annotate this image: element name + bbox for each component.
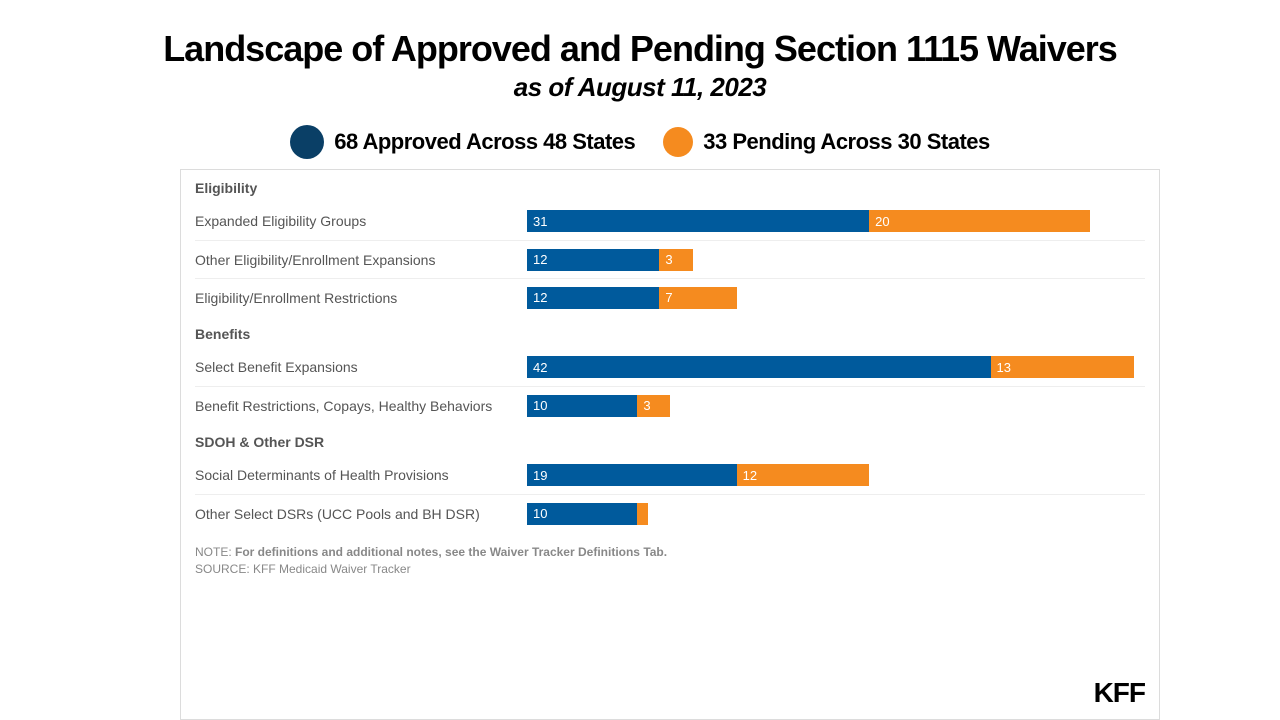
bar-segment-pending: 12 xyxy=(737,464,869,486)
row-label: Benefit Restrictions, Copays, Healthy Be… xyxy=(195,398,527,414)
bar-segment-approved: 31 xyxy=(527,210,869,232)
chart-row: Eligibility/Enrollment Restrictions127 xyxy=(195,278,1145,316)
brand-logo: KFF xyxy=(1094,677,1145,709)
bar-segment-approved: 12 xyxy=(527,287,659,309)
legend-dot-approved-icon xyxy=(290,125,324,159)
chart-row: Social Determinants of Health Provisions… xyxy=(195,456,1145,494)
bar-area: 4213 xyxy=(527,348,1145,386)
bar-area: 1912 xyxy=(527,456,1145,494)
chart-row: Other Select DSRs (UCC Pools and BH DSR)… xyxy=(195,494,1145,532)
bar-segment-approved: 19 xyxy=(527,464,737,486)
page-subtitle: as of August 11, 2023 xyxy=(0,72,1280,103)
group-header: Eligibility xyxy=(195,180,1145,196)
bar-area: 10 xyxy=(527,495,1145,532)
chart-panel: EligibilityExpanded Eligibility Groups31… xyxy=(180,169,1160,720)
bar-segment-pending: 3 xyxy=(637,395,670,417)
bar-area: 123 xyxy=(527,241,1145,278)
bar-segment-pending: 7 xyxy=(659,287,736,309)
bar-area: 103 xyxy=(527,387,1145,424)
row-label: Expanded Eligibility Groups xyxy=(195,213,527,229)
row-label: Social Determinants of Health Provisions xyxy=(195,467,527,483)
chart-row: Benefit Restrictions, Copays, Healthy Be… xyxy=(195,386,1145,424)
bar-segment-pending: 3 xyxy=(659,249,692,271)
bar-area: 127 xyxy=(527,279,1145,316)
legend-label-approved: 68 Approved Across 48 States xyxy=(334,129,635,155)
page-title: Landscape of Approved and Pending Sectio… xyxy=(0,28,1280,70)
chart-row: Select Benefit Expansions4213 xyxy=(195,348,1145,386)
footer-source: SOURCE: KFF Medicaid Waiver Tracker xyxy=(195,561,1145,578)
chart-row: Other Eligibility/Enrollment Expansions1… xyxy=(195,240,1145,278)
footer-note-prefix: NOTE: xyxy=(195,545,235,559)
chart-container: Landscape of Approved and Pending Sectio… xyxy=(0,0,1280,720)
chart-row: Expanded Eligibility Groups3120 xyxy=(195,202,1145,240)
legend: 68 Approved Across 48 States 33 Pending … xyxy=(0,125,1280,159)
row-label: Other Eligibility/Enrollment Expansions xyxy=(195,252,527,268)
legend-item-pending: 33 Pending Across 30 States xyxy=(663,127,989,157)
row-label: Eligibility/Enrollment Restrictions xyxy=(195,290,527,306)
bar-segment-approved: 10 xyxy=(527,395,637,417)
bar-segment-pending xyxy=(637,503,648,525)
bar-segment-approved: 10 xyxy=(527,503,637,525)
bar-segment-pending: 20 xyxy=(869,210,1090,232)
row-label: Other Select DSRs (UCC Pools and BH DSR) xyxy=(195,506,527,522)
legend-dot-pending-icon xyxy=(663,127,693,157)
bar-segment-approved: 12 xyxy=(527,249,659,271)
legend-label-pending: 33 Pending Across 30 States xyxy=(703,129,989,155)
bar-area: 3120 xyxy=(527,202,1145,240)
group-header: Benefits xyxy=(195,326,1145,342)
legend-item-approved: 68 Approved Across 48 States xyxy=(290,125,635,159)
group-header: SDOH & Other DSR xyxy=(195,434,1145,450)
bar-segment-pending: 13 xyxy=(991,356,1134,378)
bar-segment-approved: 42 xyxy=(527,356,991,378)
footer-note-bold: For definitions and additional notes, se… xyxy=(235,545,667,559)
row-label: Select Benefit Expansions xyxy=(195,359,527,375)
chart-footer: NOTE: For definitions and additional not… xyxy=(195,544,1145,578)
